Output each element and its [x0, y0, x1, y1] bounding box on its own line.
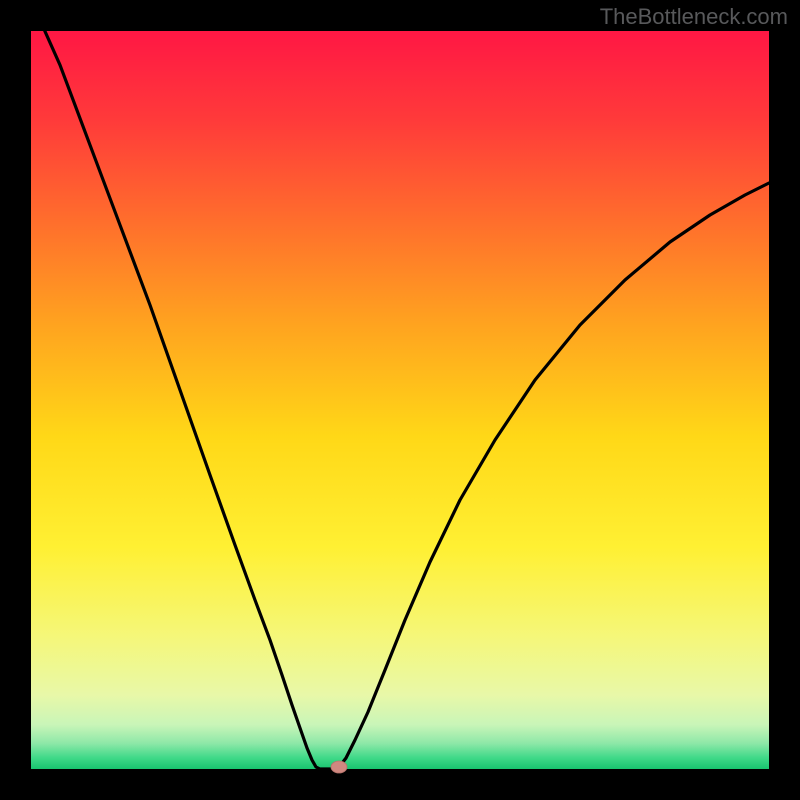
bottleneck-chart — [0, 0, 800, 800]
watermark-text: TheBottleneck.com — [600, 4, 788, 30]
chart-container: TheBottleneck.com — [0, 0, 800, 800]
optimal-marker — [331, 761, 347, 773]
plot-area — [31, 31, 769, 769]
